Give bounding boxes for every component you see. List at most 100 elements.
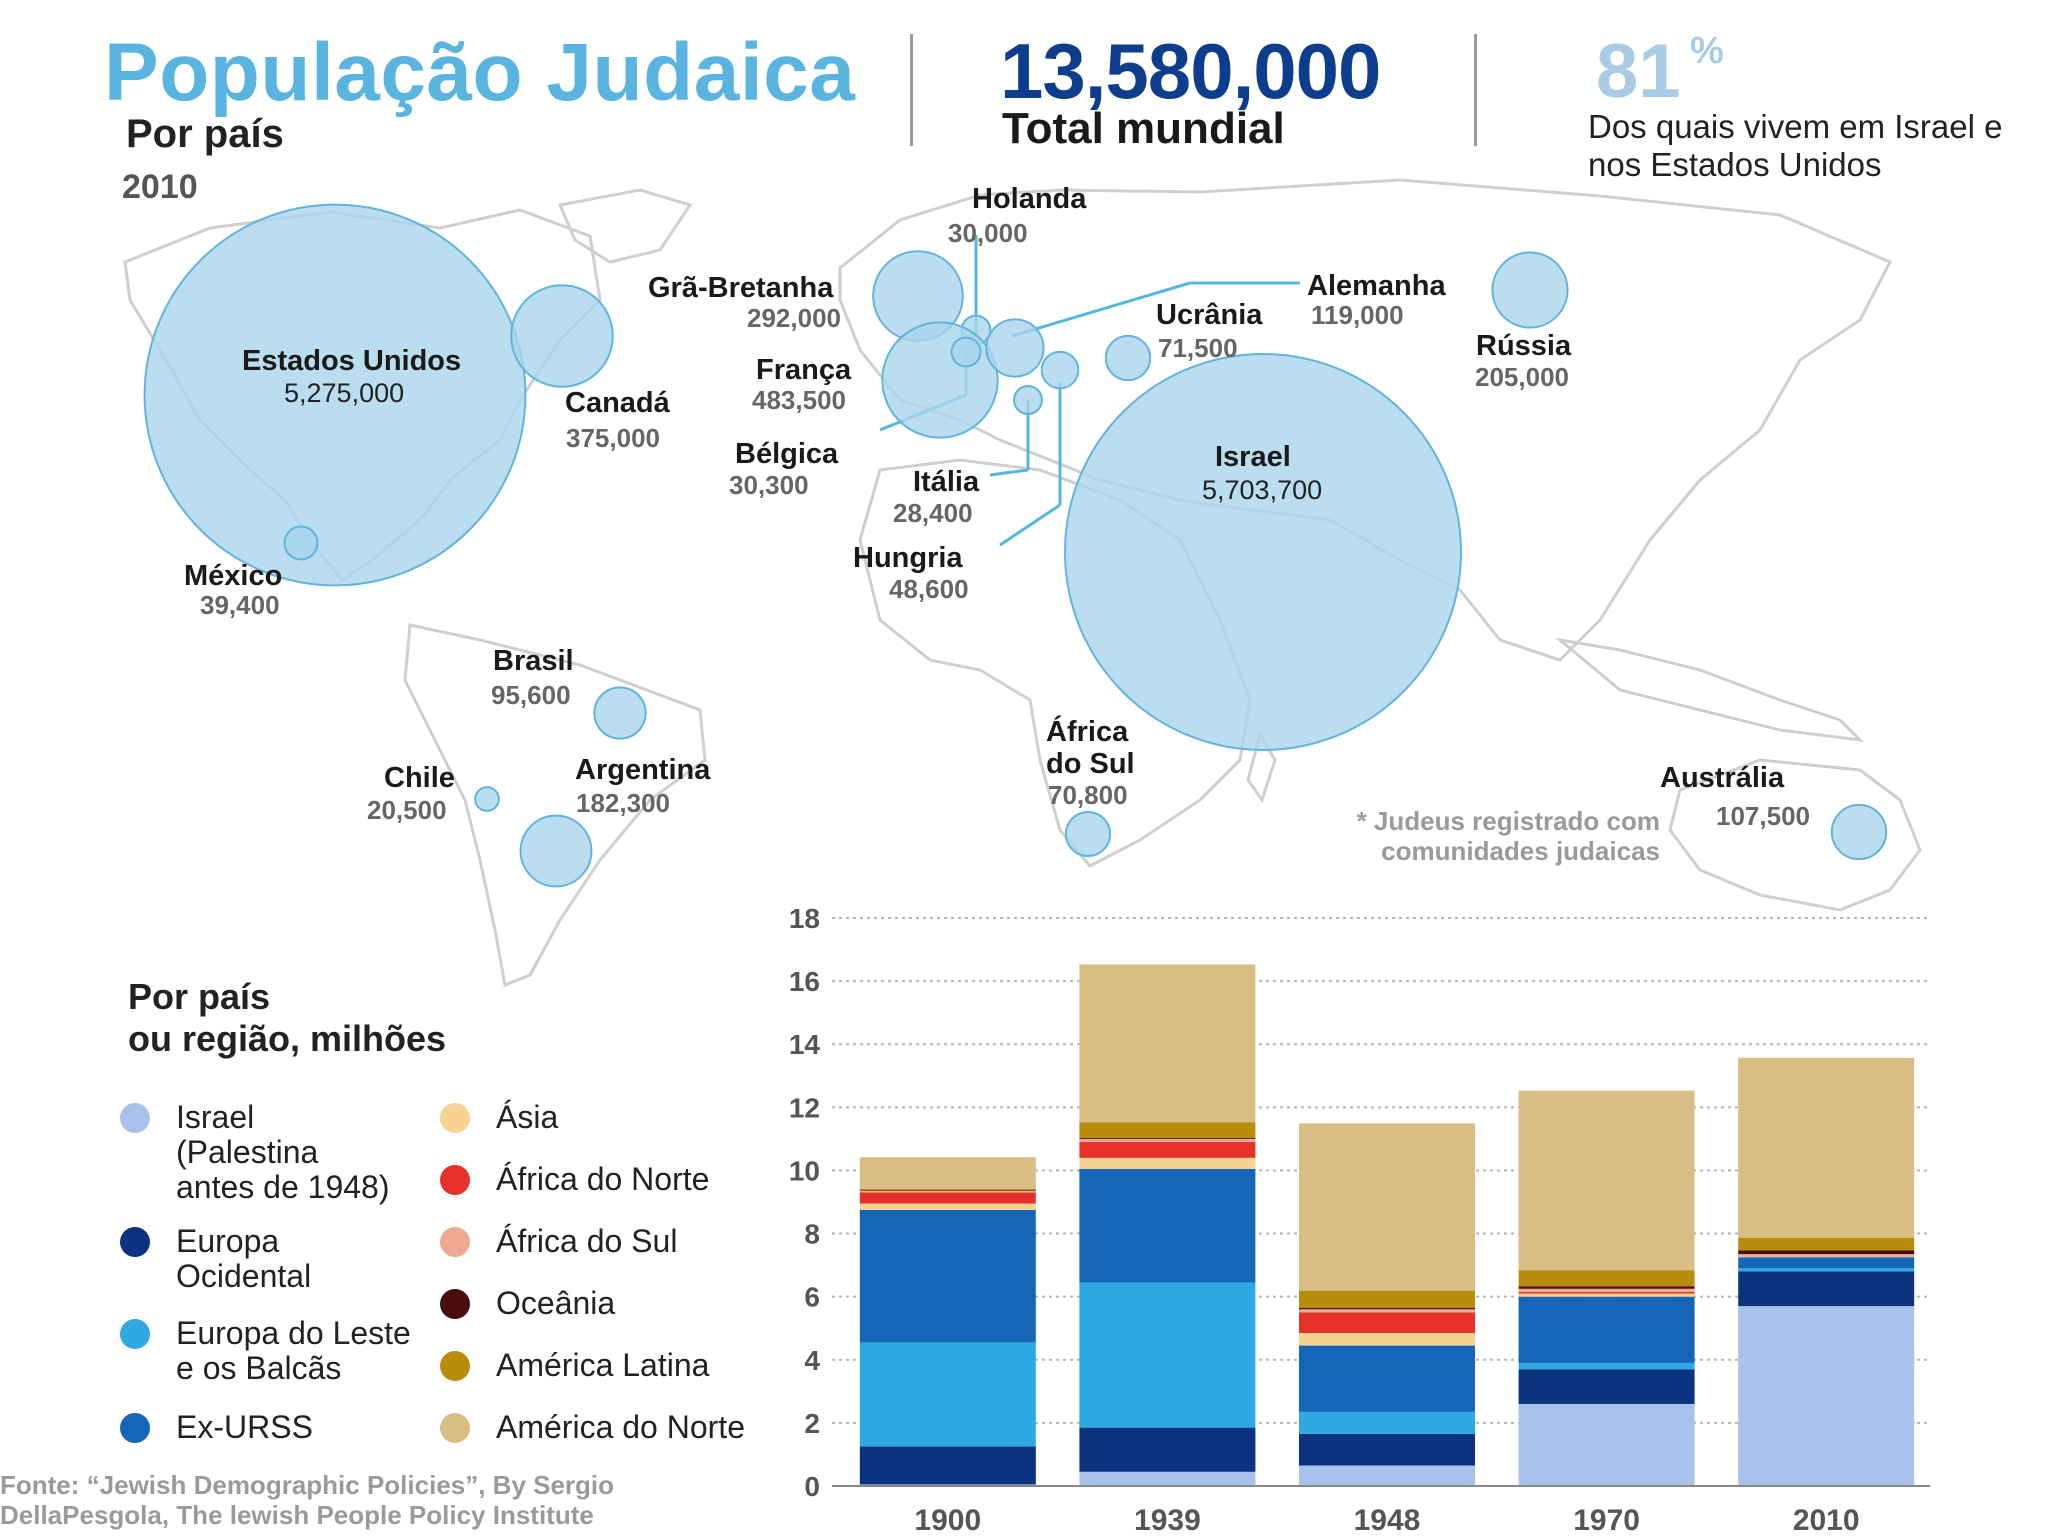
country-value-chile: 20,500 [367, 795, 447, 825]
legend-title-text: Por país ou região, milhões [128, 976, 447, 1059]
legend-swatch [120, 1103, 150, 1133]
country-value-canada: 375,000 [566, 423, 660, 453]
country-label-franca: França [756, 354, 852, 386]
bar-segment [1299, 1332, 1475, 1346]
bubble-africa-do-sul [1064, 810, 1112, 858]
country-label-chile: Chile [384, 762, 455, 794]
legend-label: África do Sul [496, 1223, 678, 1259]
country-value-australia: 107,500 [1716, 801, 1810, 831]
legend-label: Israel (Palestina antes de 1948) [176, 1099, 390, 1205]
y-tick-label: 16 [789, 966, 820, 997]
country-value-belgica: 30,300 [729, 470, 809, 500]
source-note: Fonte: “Jewish Demographic Policies”, By… [0, 1470, 614, 1530]
legend-swatch [120, 1227, 150, 1257]
total-label: Total mundial [1002, 104, 1285, 153]
bar-segment [1738, 1250, 1915, 1255]
y-tick-label: 12 [789, 1092, 820, 1123]
country-label-australia: Austrália [1660, 762, 1785, 794]
y-tick-label: 18 [789, 903, 820, 934]
bar-segment [1518, 1286, 1695, 1289]
bar-segment [859, 1446, 1036, 1485]
legend-label: América do Norte [496, 1409, 745, 1445]
bar-segment [859, 1188, 1036, 1191]
bar-segment [1518, 1296, 1695, 1363]
y-tick-label: 8 [804, 1219, 820, 1250]
bubble-hungria [1040, 350, 1080, 390]
bubble-mexico [283, 525, 319, 561]
map-year: 2010 [122, 168, 198, 206]
bar-segment [1299, 1312, 1475, 1333]
bubble-belgica [950, 336, 982, 368]
country-value-mexico: 39,400 [200, 590, 280, 620]
legend-swatch [440, 1289, 470, 1319]
bubble-australia [1830, 803, 1888, 861]
bubble-layer [143, 203, 1888, 888]
bar-segment [1079, 1122, 1256, 1138]
country-label-mexico: México [184, 560, 283, 592]
bar-segment [1299, 1465, 1475, 1486]
bar-segment [1079, 1282, 1256, 1428]
bar-segment [859, 1203, 1036, 1210]
bar-segment [1079, 1142, 1256, 1158]
y-tick-label: 10 [789, 1155, 820, 1186]
bubble-argentina [519, 814, 593, 888]
bubble-russia [1491, 251, 1569, 329]
bar-segment [859, 1190, 1036, 1193]
bar-segment [1079, 1137, 1256, 1139]
country-label-belgica: Bélgica [735, 438, 839, 470]
bar-segment [1299, 1345, 1475, 1412]
bar-segment [1738, 1306, 1915, 1486]
country-value-russia: 205,000 [1475, 362, 1569, 392]
legend-title: Por país ou região, milhões [128, 976, 446, 1060]
country-label-brasil: Brasil [493, 645, 574, 677]
bar-segment [1299, 1433, 1475, 1466]
bar-segment [1738, 1271, 1915, 1307]
country-value-argentina: 182,300 [576, 788, 670, 818]
bar-segment [1079, 1471, 1256, 1486]
bubble-italia [1013, 385, 1043, 415]
bar-segment [1079, 1168, 1256, 1283]
header-divider [910, 34, 913, 146]
bar-segment [1299, 1411, 1475, 1434]
bar-segment [859, 1209, 1036, 1343]
legend-label: África do Norte [496, 1161, 710, 1197]
percent-note: Dos quais vivem em Israel e nos Estados … [1588, 108, 2003, 183]
bar-segment [1518, 1403, 1695, 1486]
bubble-brasil [593, 686, 647, 740]
legend-label: Europa Ocidental [176, 1223, 312, 1294]
legend-swatch [440, 1413, 470, 1443]
x-tick-label: 1948 [1354, 1504, 1421, 1536]
x-tick-label: 1900 [914, 1504, 981, 1536]
header-divider [1474, 34, 1477, 146]
country-label-israel: Israel [1215, 441, 1291, 473]
country-value-israel: 5,703,700 [1202, 475, 1323, 505]
leader-line-italia [989, 468, 1029, 477]
source-text: Fonte: “Jewish Demographic Policies”, By… [0, 1470, 615, 1530]
country-label-usa: Estados Unidos [242, 345, 462, 377]
country-value-usa: 5,275,000 [284, 378, 405, 408]
y-tick-label: 14 [789, 1029, 821, 1060]
bar-segment [859, 1342, 1036, 1447]
bar-segment [1518, 1288, 1695, 1292]
bar-segment [1079, 964, 1256, 1123]
bar-segment [1518, 1369, 1695, 1404]
y-tick-label: 0 [804, 1471, 820, 1502]
bar-segment [859, 1192, 1036, 1204]
bar-segment [1518, 1362, 1695, 1370]
bar-segment [1518, 1293, 1695, 1297]
country-label-ucrania: Ucrânia [1156, 299, 1263, 331]
map-subtitle: Por país [126, 112, 284, 156]
country-label-holanda: Holanda [972, 183, 1087, 215]
country-label-argentina: Argentina [575, 754, 711, 786]
y-tick-label: 2 [804, 1408, 820, 1439]
greenland-outline [557, 188, 693, 264]
legend-swatch [440, 1165, 470, 1195]
south-america-outline [403, 623, 707, 988]
bar-segment [1299, 1123, 1475, 1291]
country-value-hungria: 48,600 [889, 574, 969, 604]
x-tick-label: 1939 [1134, 1504, 1201, 1536]
legend-swatch [440, 1227, 470, 1257]
australia-outline [1668, 758, 1922, 912]
legend-label: Ex-URSS [176, 1409, 313, 1445]
